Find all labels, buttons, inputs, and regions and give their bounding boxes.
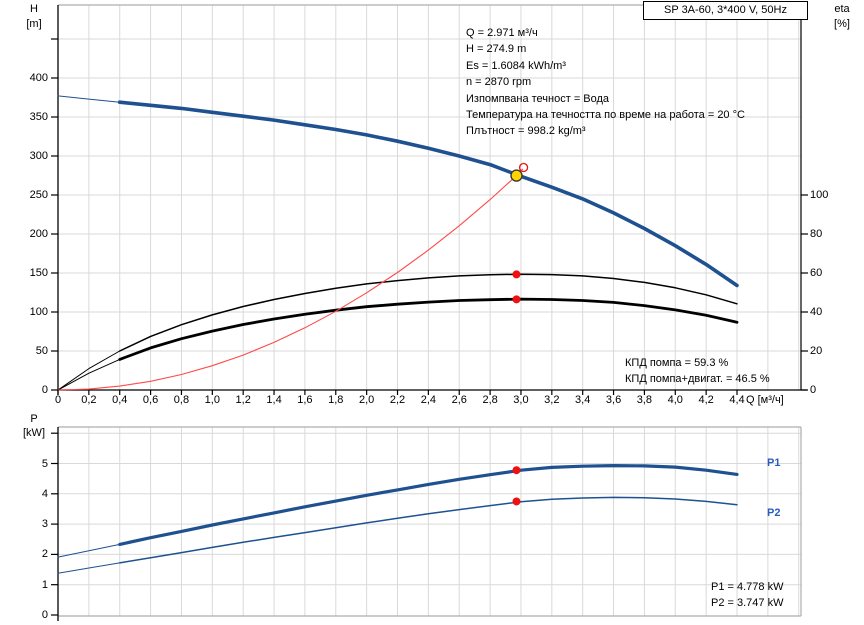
power-values-block: P1 = 4.778 kW P2 = 3.747 kW (711, 579, 783, 612)
eta-axis-tick-label: 40 (810, 306, 823, 318)
power-P1 (118, 464, 739, 547)
h-axis-tick-label: 250 (29, 189, 48, 201)
p1-curve-label: P1 (767, 457, 781, 469)
q-axis-tick-label: 4,4 (729, 394, 745, 406)
q-axis-tick-label: 1,6 (297, 394, 313, 406)
h-axis-tick-label: 100 (29, 306, 48, 318)
q-axis-tick-label: 2,4 (420, 394, 437, 406)
pump-title-box: SP 3A-60, 3*400 V, 50Hz (643, 1, 808, 20)
h-axis-title-line2: [m] (26, 18, 42, 30)
requested-duty-point (518, 162, 529, 173)
duty-info-block: Q = 2.971 м³/ч H = 274.9 m Es = 1.6084 k… (466, 25, 745, 140)
efficiency-total-line: КПД помпа+двигат. = 46.5 % (625, 373, 770, 386)
hq-eta-chart (51, 4, 808, 395)
h-axis-tick-label: 200 (29, 228, 48, 240)
q-axis-tick-label: 3,8 (636, 394, 653, 406)
q-axis-tick-label: 0,2 (81, 394, 97, 406)
p1-value-line: P1 = 4.778 kW (711, 581, 784, 593)
info-line-liquid: Изпомпвана течност = Вода (466, 92, 610, 105)
eta-axis-title: eta [%] (824, 2, 860, 32)
eta-axis-tick-label: 100 (810, 189, 829, 201)
info-line-density: Плътност = 998.2 kg/m³ (466, 125, 586, 138)
info-line-temperature: Температура на течността по време на раб… (466, 109, 745, 122)
q-axis-tick-label: 3,4 (575, 394, 591, 406)
p-axis-tick-label: 4 (41, 487, 48, 500)
p2-curve-label: P2 (767, 507, 781, 519)
h-axis-tick-label: 150 (29, 267, 48, 279)
p2-value-line: P2 = 3.747 kW (711, 597, 784, 610)
q-axis-tick-label: 1,0 (204, 394, 220, 406)
p-axis-title-line1: P (30, 413, 38, 425)
p-axis-tick-label: 1 (41, 578, 48, 591)
system-curve (57, 168, 524, 391)
q-axis-tick-label: 1,2 (235, 394, 251, 406)
q-axis-tick-label: 0,8 (173, 394, 190, 406)
q-axis-tick-label: 2,2 (389, 394, 406, 406)
power-P1-lead-in (57, 543, 121, 558)
eta-axis-tick-label: 20 (810, 345, 823, 357)
efficiency-block: КПД помпа = 59.3 % КПД помпа+двигат. = 4… (625, 355, 770, 388)
efficiency-pump-motor-lead-in (57, 358, 121, 391)
info-line-q: Q = 2.971 м³/ч (466, 27, 538, 39)
q-axis-tick-label: 2,0 (358, 394, 375, 406)
h-axis-tick-label: 0 (41, 384, 48, 396)
h-axis-title-line1: H (30, 3, 38, 15)
q-axis-tick-label: 3,0 (513, 394, 529, 406)
power-P2-lead-in (57, 562, 121, 574)
p-axis-tick-label: 3 (41, 518, 48, 531)
info-line-h: H = 274.9 m (466, 43, 527, 56)
h-axis-tick-label: 350 (29, 111, 48, 123)
p-axis-tick-label: 2 (41, 548, 48, 561)
q-axis-tick-label: 3,6 (605, 394, 622, 406)
q-axis-tick-label: 3,2 (544, 394, 560, 406)
efficiency-pump (118, 273, 738, 352)
efficiency-pump-lead-in (57, 350, 121, 391)
q-axis-unit-label: Q [м³/ч] (746, 394, 784, 406)
power-P2 (118, 496, 738, 564)
h-axis-tick-label: 50 (35, 345, 48, 357)
eta-axis-tick-label: 0 (810, 384, 817, 396)
info-line-es: Es = 1.6084 kWh/m³ (466, 59, 566, 72)
q-axis-tick-label: 1,4 (266, 394, 282, 406)
pump-curve-QH (117, 100, 739, 288)
eta-axis-title-line2: [%] (834, 18, 850, 30)
efficiency-pump-line: КПД помпа = 59.3 % (625, 357, 729, 369)
eta-axis-tick-label: 80 (810, 228, 823, 240)
q-axis-tick-label: 0,6 (142, 394, 159, 406)
q-axis-tick-label: 2,6 (451, 394, 467, 406)
q-axis-tick-label: 4,2 (698, 394, 714, 406)
p-axis-tick-label: 0 (41, 609, 48, 621)
efficiency-pump-duty (512, 270, 521, 279)
q-axis-tick-label: 0,4 (112, 394, 128, 406)
h-axis-tick-label: 300 (29, 150, 48, 162)
efficiency-total-duty (512, 295, 521, 304)
p1-duty (512, 466, 521, 475)
efficiency-pump-motor (118, 297, 739, 361)
q-axis-tick-label: 2,8 (482, 394, 498, 406)
h-axis-tick-label: 400 (29, 72, 48, 84)
info-line-n: n = 2870 rpm (466, 76, 532, 89)
p-axis-title-line2: [kW] (23, 427, 45, 439)
h-axis-title: H [m] (18, 2, 50, 32)
eta-axis-tick-label: 60 (810, 267, 823, 279)
q-axis-tick-label: 0 (54, 394, 62, 406)
p-axis-tick-label: 5 (41, 457, 48, 470)
power-chart (51, 426, 802, 621)
p-axis-title: P [kW] (18, 412, 50, 440)
pump-curve-QH-lead-in (57, 95, 121, 103)
eta-axis-title-line1: eta (834, 3, 850, 15)
p2-duty (512, 497, 521, 506)
q-axis-tick-label: 1,8 (328, 394, 344, 406)
duty-point (510, 169, 523, 182)
q-axis-tick-label: 4,0 (667, 394, 683, 406)
